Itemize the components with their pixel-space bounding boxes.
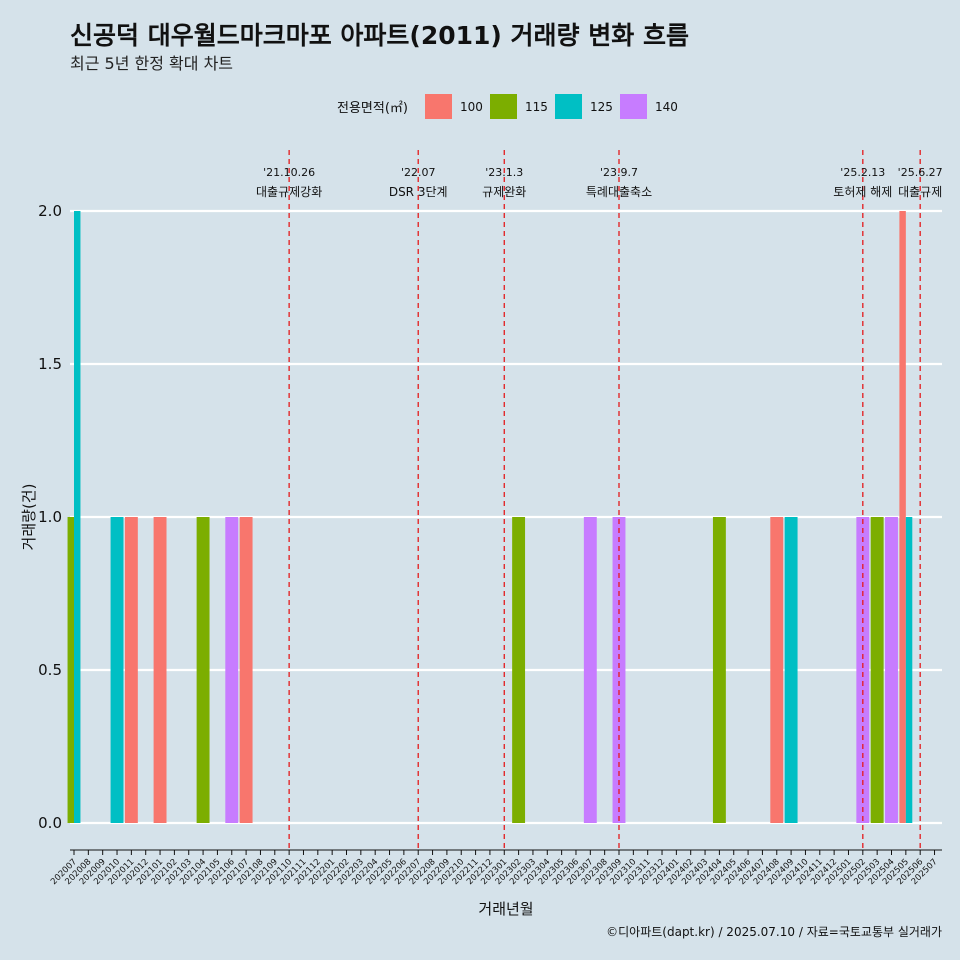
- y-tick-label: 0.5: [38, 661, 62, 679]
- bar: [110, 517, 124, 823]
- bar: [153, 517, 167, 823]
- bar: [712, 517, 726, 823]
- legend-label-125: 125: [590, 100, 613, 114]
- event-label: 특례대출축소: [586, 185, 652, 199]
- bar: [612, 517, 626, 823]
- event-date: '21.10.26: [263, 166, 315, 179]
- y-tick-label: 2.0: [38, 202, 62, 220]
- event-date: '25.6.27: [898, 166, 943, 179]
- y-axis-label: 거래량(건): [20, 484, 38, 551]
- bar: [784, 517, 798, 823]
- legend-label-115: 115: [525, 100, 548, 114]
- events: '21.10.26 대출규제강화 '22.07 DSR 3단계 '23.1.3 규제완화 '…: [256, 150, 943, 850]
- legend-label-100: 100: [460, 100, 483, 114]
- event-label: 토허제 해제: [833, 185, 892, 199]
- chart-subtitle: 최근 5년 한정 확대 차트: [70, 54, 233, 73]
- bar: [67, 517, 74, 823]
- bar: [74, 211, 81, 823]
- x-axis: 2020072020082020092020102020112020122021…: [49, 849, 942, 887]
- bar: [124, 517, 138, 823]
- event-date: '25.2.13: [840, 166, 885, 179]
- bar: [905, 517, 913, 823]
- event-date: '23.9.7: [600, 166, 638, 179]
- bar: [239, 517, 253, 823]
- legend: 전용면적(㎡) 100 115 125 140: [337, 94, 678, 119]
- event-label: 대출규제강화: [256, 185, 322, 199]
- y-tick-label: 1.0: [38, 508, 62, 526]
- x-axis-label: 거래년월: [478, 900, 533, 918]
- legend-swatch-115: [490, 94, 517, 119]
- bar: [196, 517, 210, 823]
- bar: [870, 517, 884, 823]
- bar: [512, 517, 526, 823]
- caption: ©디아파트(dapt.kr) / 2025.07.10 / 자료=국토교통부 실…: [606, 925, 942, 939]
- bar: [899, 211, 906, 823]
- event-label: DSR 3단계: [389, 185, 448, 199]
- legend-swatch-125: [555, 94, 582, 119]
- legend-swatch-140: [620, 94, 647, 119]
- event-label: 규제완화: [482, 185, 526, 199]
- y-tick-label: 0.0: [38, 814, 62, 832]
- bar: [770, 517, 784, 823]
- legend-title: 전용면적(㎡): [337, 101, 408, 116]
- bars: [67, 211, 913, 823]
- bar: [856, 517, 870, 823]
- event-date: '22.07: [401, 166, 436, 179]
- legend-swatch-100: [425, 94, 452, 119]
- event-label: 대출규제: [898, 185, 942, 199]
- chart-title: 신공덕 대우월드마크마포 아파트(2011) 거래량 변화 흐름: [70, 21, 689, 50]
- legend-label-140: 140: [655, 100, 678, 114]
- y-tick-label: 1.5: [38, 355, 62, 373]
- bar: [885, 517, 898, 823]
- event-date: '23.1.3: [485, 166, 523, 179]
- bar: [583, 517, 597, 823]
- bar: [225, 517, 239, 823]
- y-axis: 0.0 0.5 1.0 1.5 2.0: [38, 202, 62, 832]
